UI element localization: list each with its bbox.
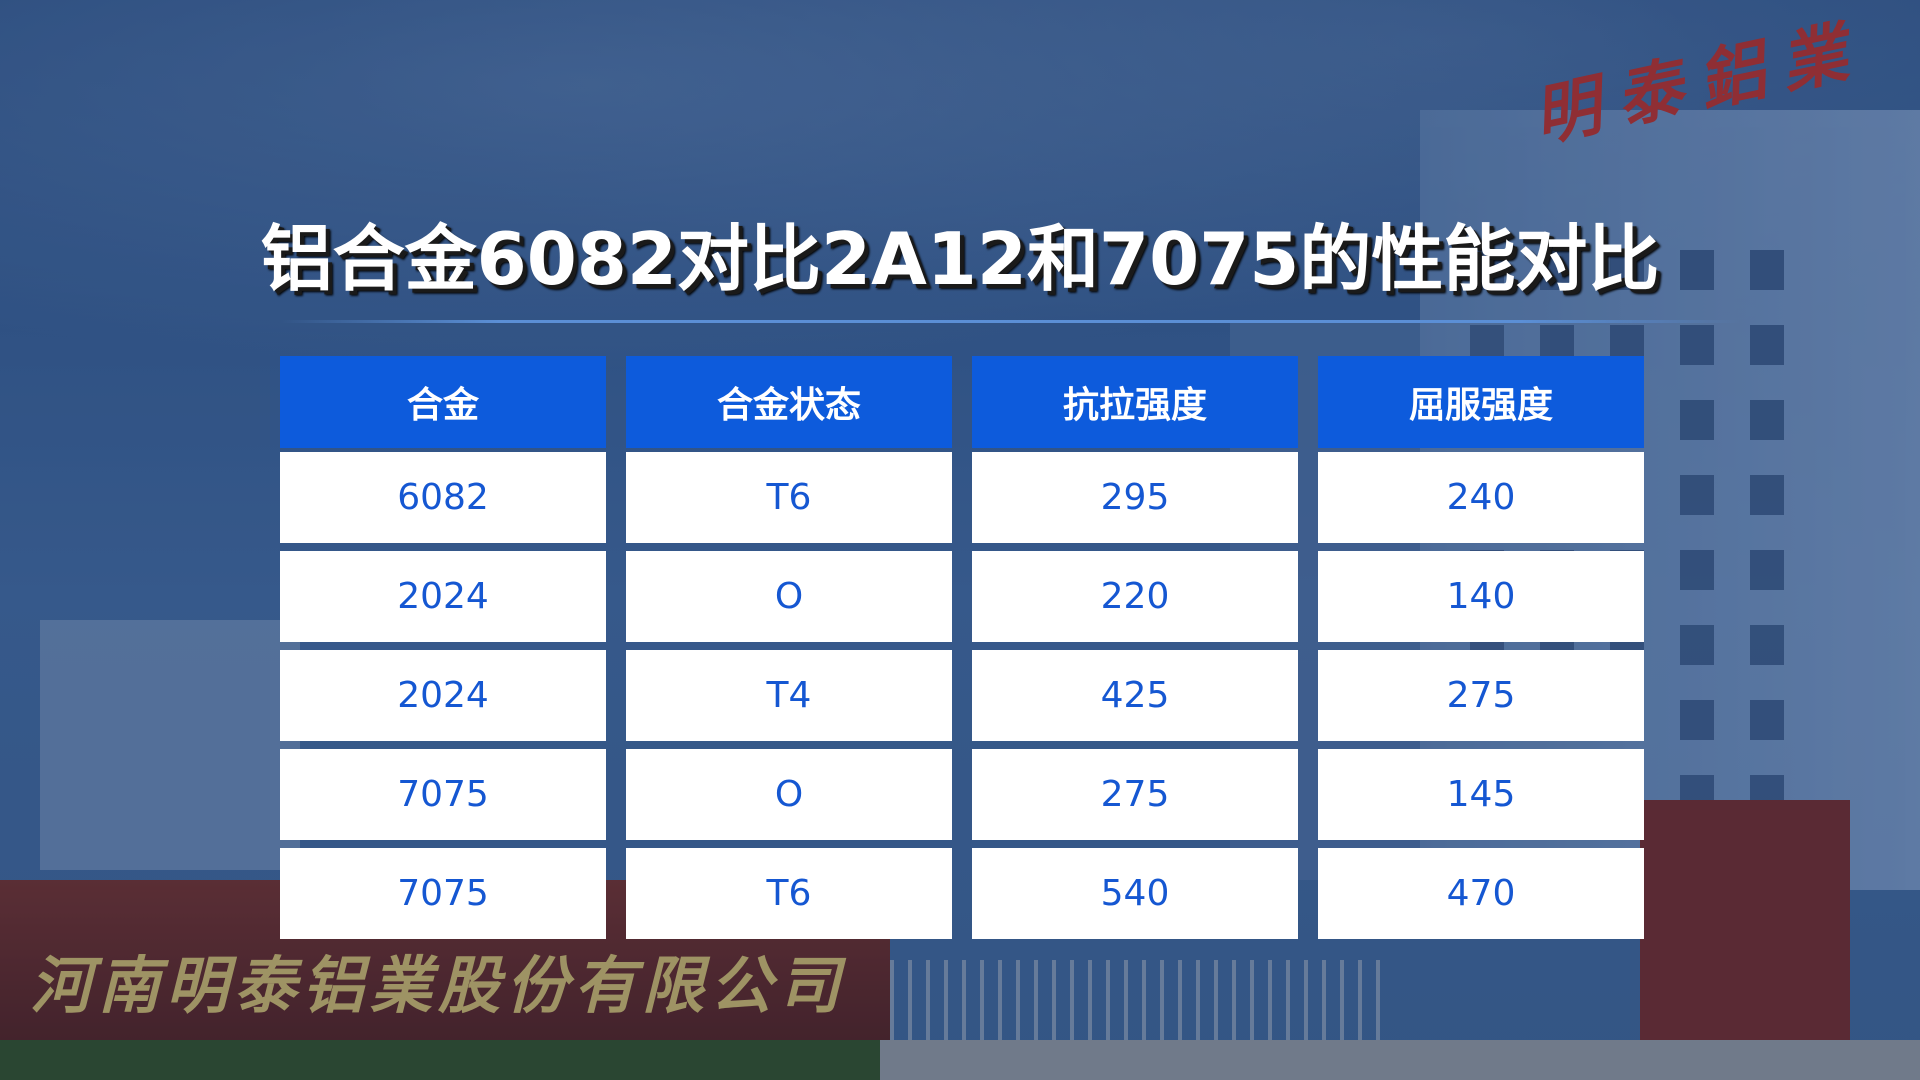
column-header: 抗拉强度 <box>972 356 1298 448</box>
table-cell: 240 <box>1318 452 1644 543</box>
table-cell: 145 <box>1318 749 1644 840</box>
building-window <box>1680 625 1714 665</box>
building-window <box>1750 625 1784 665</box>
hedge <box>0 1040 920 1080</box>
table-cell: T6 <box>626 848 952 939</box>
gate-pillar <box>1640 800 1850 1050</box>
table-cell: T4 <box>626 650 952 741</box>
building-window <box>1680 325 1714 365</box>
table-cell: 470 <box>1318 848 1644 939</box>
table-cell: O <box>626 749 952 840</box>
building-window <box>1680 700 1714 740</box>
title-divider <box>280 320 1740 323</box>
table-cell: 275 <box>972 749 1298 840</box>
building-window <box>1680 550 1714 590</box>
table-cell: 2024 <box>280 650 606 741</box>
table-cell: 7075 <box>280 848 606 939</box>
table-cell: 540 <box>972 848 1298 939</box>
background-building-left <box>40 620 300 870</box>
building-window <box>1680 400 1714 440</box>
building-window <box>1540 250 1574 290</box>
table-cell: T6 <box>626 452 952 543</box>
table-cell: 2024 <box>280 551 606 642</box>
comparison-table: 合金 合金状态 抗拉强度 屈服强度 6082 T6 295 240 2024 O 220 140 202… <box>280 356 1644 939</box>
column-header: 屈服强度 <box>1318 356 1644 448</box>
table-cell: O <box>626 551 952 642</box>
building-window <box>1750 250 1784 290</box>
ground <box>880 1040 1920 1080</box>
building-window <box>1470 250 1504 290</box>
gate <box>890 960 1390 1045</box>
building-window <box>1610 250 1644 290</box>
column-header: 合金状态 <box>626 356 952 448</box>
building-window <box>1680 475 1714 515</box>
building-window <box>1750 550 1784 590</box>
building-window <box>1750 700 1784 740</box>
wall-sign-logo: 河南明泰铝業股份有限公司 <box>30 949 847 1022</box>
table-cell: 140 <box>1318 551 1644 642</box>
building-window <box>1750 400 1784 440</box>
building-window <box>1680 250 1714 290</box>
table-cell: 295 <box>972 452 1298 543</box>
column-header: 合金 <box>280 356 606 448</box>
table-cell: 6082 <box>280 452 606 543</box>
table-cell: 275 <box>1318 650 1644 741</box>
table-cell: 7075 <box>280 749 606 840</box>
table-cell: 220 <box>972 551 1298 642</box>
table-cell: 425 <box>972 650 1298 741</box>
building-window <box>1750 475 1784 515</box>
building-window <box>1750 325 1784 365</box>
page-title: 铝合金6082对比2A12和7075的性能对比 <box>260 217 1660 301</box>
